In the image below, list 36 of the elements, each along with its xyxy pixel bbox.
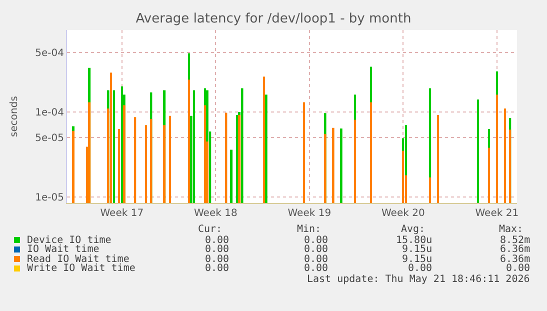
- text: Max:: [499, 224, 524, 235]
- text: 6.36m: [500, 244, 530, 255]
- text: 9.15u: [402, 244, 432, 255]
- text: 0.00: [304, 263, 328, 274]
- text: 9.15u: [402, 254, 432, 265]
- x-tick-label: Week 18: [194, 208, 238, 219]
- text: 0.00: [205, 244, 230, 255]
- text: 15.80u: [396, 235, 432, 246]
- text: 0.00: [506, 263, 530, 274]
- legend-label: IO Wait time: [27, 244, 100, 255]
- text: Last update: Thu May 21 18:46:11 2026: [307, 274, 530, 285]
- legend-label: Device IO time: [27, 235, 112, 246]
- y-tick-label: 1e-04: [35, 107, 64, 118]
- legend-label: Read IO Wait time: [27, 254, 130, 265]
- text: Min:: [297, 224, 322, 235]
- x-tick-label: Week 19: [288, 208, 332, 219]
- x-tick-label: Week 21: [475, 208, 519, 219]
- y-tick-label: 5e-04: [35, 48, 64, 60]
- text: 0.00: [205, 263, 230, 274]
- text: Avg:: [401, 224, 426, 235]
- text: 0.00: [304, 244, 328, 255]
- y-axis-title: seconds: [9, 96, 20, 137]
- text: 6.36m: [500, 254, 530, 265]
- chart-title: Average latency for /dev/loop1 - by month: [136, 12, 412, 27]
- text: 0.00: [205, 254, 230, 265]
- text: 0.00: [304, 235, 328, 246]
- text: 0.00: [205, 235, 230, 246]
- legend-label: Write IO Wait time: [27, 263, 136, 274]
- text: 8.52m: [500, 235, 530, 246]
- y-tick-label: 1e-05: [35, 192, 64, 204]
- text: Cur:: [198, 224, 222, 235]
- y-tick-label: 5e-05: [35, 133, 64, 144]
- x-tick-label: Week 17: [100, 208, 144, 219]
- text: 0.00: [408, 263, 432, 274]
- x-tick-label: Week 20: [382, 208, 425, 219]
- text: 0.00: [304, 254, 328, 265]
